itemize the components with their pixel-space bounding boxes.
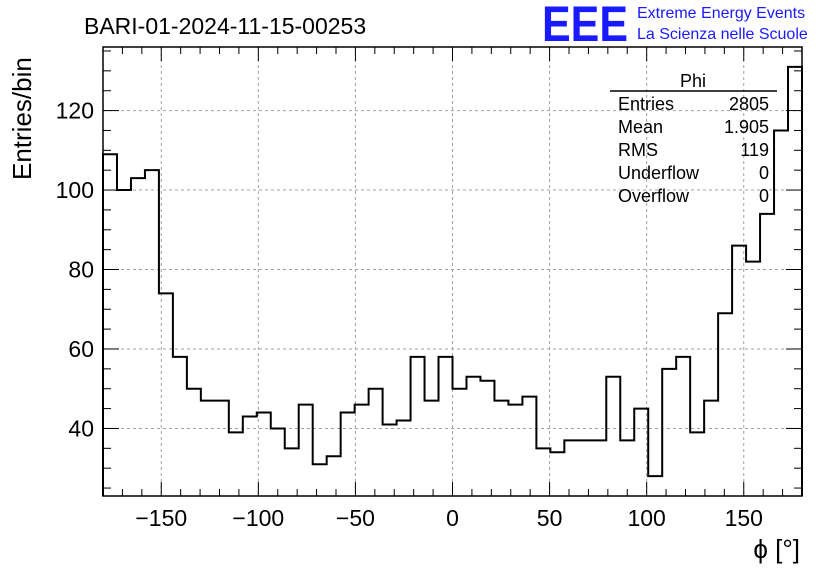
histogram-bin	[676, 357, 690, 496]
histogram-bin	[774, 130, 788, 496]
histogram-bin	[634, 409, 648, 496]
stats-row-label: RMS	[618, 140, 658, 160]
histogram-bin	[299, 405, 313, 496]
histogram-bin	[411, 357, 425, 496]
histogram-bin	[466, 377, 480, 496]
x-tick-label: −150	[135, 505, 187, 531]
stats-row-value: 2805	[729, 94, 769, 114]
brand-line-2: La Scienza nelle Scuole	[637, 26, 808, 43]
stats-row-label: Entries	[618, 94, 674, 114]
y-tick-label: 80	[68, 257, 94, 283]
histogram-bin	[425, 401, 439, 496]
stats-row-value: 0	[759, 186, 769, 206]
histogram-bin	[550, 452, 564, 496]
logo-text: EEE	[542, 0, 628, 52]
y-axis-label: Entries/bin	[7, 57, 37, 180]
histogram-bin	[397, 421, 411, 496]
histogram-bin	[480, 381, 494, 496]
histogram-bin	[243, 417, 257, 496]
histogram-bin	[215, 401, 229, 496]
histogram-bin	[117, 190, 131, 496]
histogram-outline	[102, 65, 803, 496]
histogram-bin	[564, 440, 578, 496]
histogram-bin	[760, 214, 774, 496]
histogram-bin	[187, 389, 201, 496]
histogram-bin	[145, 170, 159, 496]
histogram-bin	[648, 476, 662, 496]
x-tick-label: 100	[627, 505, 665, 531]
histogram-bin	[173, 357, 187, 496]
x-tick-label: −50	[336, 505, 375, 531]
stats-rows: Entries 2805 Mean 1.905 RMS 119 Underflow 0 Over…	[618, 94, 769, 206]
histogram-bin	[131, 178, 145, 496]
histogram-bin	[592, 440, 606, 496]
stats-row-label: Overflow	[618, 186, 690, 206]
x-axis-label: ϕ [°]	[753, 534, 800, 564]
y-tick-label: 40	[68, 415, 94, 441]
eee-logo: EEE Extreme Energy Events La Scienza nel…	[542, 0, 808, 52]
axis-ticks	[102, 47, 803, 496]
histogram-bin	[369, 389, 383, 496]
histogram-bin	[201, 401, 215, 496]
stats-title: Phi	[680, 71, 706, 91]
histogram-bin	[704, 401, 718, 496]
histogram-bin	[383, 424, 397, 496]
histogram-bin	[341, 413, 355, 496]
histogram-bin	[746, 262, 760, 496]
histogram-bin	[271, 428, 285, 496]
stats-box: Phi Entries 2805 Mean 1.905 RMS 119 Underflow 0…	[610, 71, 777, 206]
chart-title: BARI-01-2024-11-15-00253	[84, 13, 366, 39]
histogram-bin	[103, 154, 117, 496]
histogram-bin	[690, 432, 704, 496]
y-tick-label: 120	[56, 98, 94, 124]
y-tick-label: 60	[68, 336, 94, 362]
x-tick-label: 150	[725, 505, 763, 531]
histogram-bin	[494, 401, 508, 496]
histogram-bin	[355, 405, 369, 496]
histogram-bin	[732, 246, 746, 496]
histogram-bin	[327, 456, 341, 496]
histogram-bin	[662, 369, 676, 496]
histogram-bin	[229, 432, 243, 496]
histogram-bin	[453, 389, 467, 496]
histogram-bin	[606, 377, 620, 496]
stats-row-value: 119	[740, 140, 769, 160]
x-tick-label: −100	[232, 505, 284, 531]
x-tick-label: 50	[537, 505, 563, 531]
brand-line-1: Extreme Energy Events	[637, 5, 805, 22]
histogram-bin	[536, 448, 550, 496]
axis-tick-labels: −150 −100 −50 0 50 100 150 40 60 80 100 120	[56, 98, 763, 531]
histogram-bin	[718, 313, 732, 496]
y-tick-label: 100	[56, 177, 94, 203]
histogram-bin	[788, 67, 802, 496]
stats-row-value: 0	[759, 163, 769, 183]
histogram-bin	[522, 397, 536, 496]
histogram-bin	[508, 405, 522, 496]
stats-row-value: 1.905	[724, 117, 769, 137]
x-tick-label: 0	[446, 505, 459, 531]
histogram-bin	[285, 448, 299, 496]
stats-row-label: Mean	[618, 117, 663, 137]
stats-row-label: Underflow	[618, 163, 700, 183]
histogram-bin	[439, 357, 453, 496]
histogram-bin	[620, 440, 634, 496]
histogram-bin	[313, 464, 327, 496]
histogram-bin	[578, 440, 592, 496]
grid-lines	[103, 47, 802, 496]
histogram-bin	[159, 293, 173, 496]
histogram-bin	[257, 413, 271, 496]
